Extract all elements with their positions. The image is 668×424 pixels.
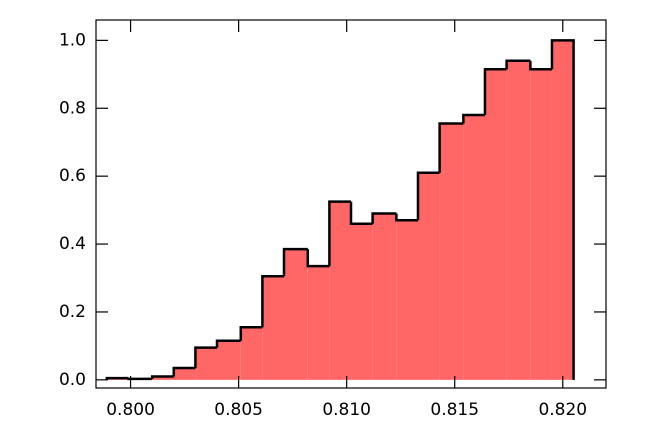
bar — [530, 69, 552, 380]
bar-outline — [172, 366, 196, 377]
bar — [463, 115, 485, 380]
plot-frame — [95, 19, 607, 389]
bar-outline — [239, 325, 263, 341]
bar-outline — [306, 249, 330, 268]
bar — [551, 40, 574, 380]
y-tick-label: 0.8 — [59, 98, 86, 118]
bar-outline — [505, 59, 531, 70]
y-tick-label: 0.0 — [59, 370, 86, 390]
bar — [396, 220, 418, 380]
bar — [439, 123, 464, 380]
y-tick-label: 1.0 — [59, 30, 86, 50]
bar-outline — [282, 247, 308, 277]
y-tick-label: 0.2 — [59, 302, 86, 322]
x-tick-label: 0.800 — [106, 400, 155, 420]
bar-outline — [349, 201, 373, 225]
x-tick-label: 0.805 — [214, 400, 263, 420]
bar — [240, 327, 263, 380]
bar — [284, 249, 308, 380]
bar-outline — [416, 171, 440, 221]
y-tick-label: 0.4 — [59, 234, 86, 254]
bar-outline — [529, 60, 552, 71]
bar-outline — [328, 200, 351, 267]
bar — [262, 276, 285, 380]
bar-outline — [483, 67, 507, 116]
bar-outline — [371, 212, 397, 224]
bar — [329, 201, 351, 380]
x-tick-label: 0.810 — [322, 400, 371, 420]
bar — [372, 213, 397, 380]
bar — [152, 376, 174, 380]
bar-outline — [261, 275, 285, 328]
y-tick-label: 0.6 — [59, 166, 86, 186]
bar-outline — [215, 339, 241, 348]
bar — [484, 69, 507, 380]
bar — [173, 367, 196, 380]
bar — [195, 347, 218, 380]
bar — [417, 172, 440, 380]
bar — [351, 223, 373, 380]
bar-outline — [150, 375, 174, 379]
bar — [217, 340, 241, 380]
bar-outline — [395, 213, 418, 222]
x-tick-label: 0.815 — [430, 400, 479, 420]
bar-outline — [194, 346, 218, 368]
bar — [307, 266, 330, 380]
bar-outline — [438, 122, 464, 173]
bar-outline — [127, 377, 153, 381]
x-tick-label: 0.820 — [538, 400, 587, 420]
bar-outline — [462, 113, 485, 124]
bar-outline — [550, 39, 575, 380]
bar — [506, 60, 531, 380]
